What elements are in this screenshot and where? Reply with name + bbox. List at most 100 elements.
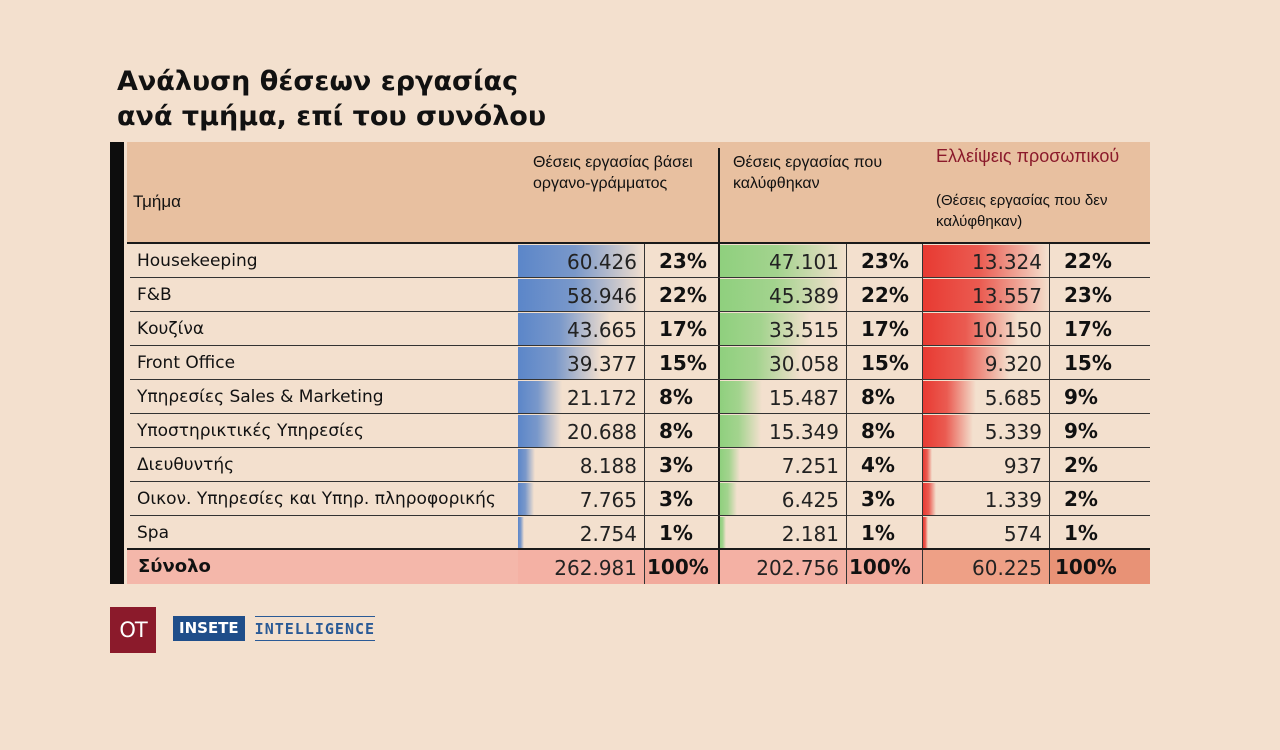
column-separator <box>718 516 720 550</box>
shortage-bar <box>923 483 936 515</box>
column-separator <box>846 278 847 312</box>
department-name: Κουζίνα <box>137 319 205 339</box>
row-separator <box>130 481 1150 482</box>
total-filled-value: 202.756 <box>756 556 839 580</box>
planned-cell: 60.426 <box>518 245 645 277</box>
column-separator <box>922 516 923 550</box>
filled-bar <box>720 517 726 549</box>
planned-bar <box>518 415 561 447</box>
planned-value: 60.426 <box>567 250 637 274</box>
column-separator <box>922 482 923 516</box>
column-separator <box>1049 312 1050 346</box>
insete-logo-block: INSETE <box>173 616 245 641</box>
column-separator <box>922 278 923 312</box>
column-separator <box>1049 414 1050 448</box>
filled-percent: 17% <box>861 317 909 341</box>
column-separator <box>846 482 847 516</box>
total-planned-percent: 100% <box>647 555 709 579</box>
table-row: Διευθυντής 8.188 3% 7.251 4% 937 2% <box>127 448 1150 482</box>
filled-bar <box>720 313 810 345</box>
table-row: Κουζίνα 43.665 17% 33.515 17% 10.150 17% <box>127 312 1150 346</box>
row-separator <box>130 311 1150 312</box>
planned-cell: 58.946 <box>518 279 645 311</box>
planned-percent: 3% <box>659 487 693 511</box>
planned-bar <box>518 483 534 515</box>
planned-value: 21.172 <box>567 386 637 410</box>
column-separator <box>922 550 923 584</box>
ot-logo: OT <box>110 607 156 653</box>
shortage-value: 5.339 <box>984 420 1042 444</box>
filled-percent: 8% <box>861 419 895 443</box>
shortage-value: 10.150 <box>972 318 1042 342</box>
filled-value: 15.349 <box>769 420 839 444</box>
filled-cell: 2.181 <box>720 517 847 549</box>
planned-percent: 15% <box>659 351 707 375</box>
column-separator <box>644 346 645 380</box>
planned-value: 43.665 <box>567 318 637 342</box>
planned-cell: 39.377 <box>518 347 645 379</box>
column-separator <box>922 380 923 414</box>
column-separator <box>644 550 645 584</box>
filled-bar <box>720 449 740 481</box>
column-separator <box>644 482 645 516</box>
total-cell-bg <box>720 550 847 584</box>
column-separator <box>846 516 847 550</box>
shortage-cell: 13.557 <box>923 279 1050 311</box>
table-row: Front Office 39.377 15% 30.058 15% 9.320 15% <box>127 346 1150 380</box>
shortage-bar <box>923 449 932 481</box>
filled-value: 30.058 <box>769 352 839 376</box>
filled-value: 45.389 <box>769 284 839 308</box>
column-separator <box>922 244 923 278</box>
column-separator <box>846 414 847 448</box>
planned-cell: 43.665 <box>518 313 645 345</box>
filled-cell: 47.101 <box>720 245 847 277</box>
chart-title: Ανάλυση θέσεων εργασίας ανά τμήμα, επί τ… <box>117 64 546 134</box>
title-line-2: ανά τμήμα, επί του συνόλου <box>117 101 547 132</box>
column-separator <box>1049 346 1050 380</box>
filled-cell: 45.389 <box>720 279 847 311</box>
shortage-cell: 9.320 <box>923 347 1050 379</box>
filled-percent: 15% <box>861 351 909 375</box>
column-separator <box>644 380 645 414</box>
planned-value: 20.688 <box>567 420 637 444</box>
planned-cell: 8.188 <box>518 449 645 481</box>
planned-percent: 8% <box>659 385 693 409</box>
column-separator <box>1049 482 1050 516</box>
planned-percent: 22% <box>659 283 707 307</box>
filled-cell: 33.515 <box>720 313 847 345</box>
row-separator <box>130 345 1150 346</box>
department-name: Υπηρεσίες Sales & Marketing <box>137 387 384 407</box>
shortage-cell: 937 <box>923 449 1050 481</box>
column-separator <box>1049 278 1050 312</box>
column-separator <box>1049 516 1050 550</box>
shortage-value: 13.324 <box>972 250 1042 274</box>
department-name: Οικον. Υπηρεσίες και Υπηρ. πληροφορικής <box>137 489 496 509</box>
shortage-bar <box>923 347 1010 379</box>
filled-cell: 15.487 <box>720 381 847 413</box>
total-row: Σύνολο 262.981 202.756 60.225 100% 100% 100% <box>127 550 1150 584</box>
table-row: Housekeeping 60.426 23% 47.101 23% 13.324 22% <box>127 244 1150 278</box>
total-cell-bg <box>1050 550 1150 584</box>
filled-bar <box>720 245 847 277</box>
column-separator <box>718 482 720 516</box>
header-shortage-subtitle: (Θέσεις εργασίας που δεν καλύφθηκαν) <box>936 192 1108 230</box>
header-divider-1 <box>718 148 720 242</box>
shortage-bar <box>923 381 976 413</box>
header-shortage-title: Ελλείψεις προσωπικού <box>936 146 1120 166</box>
column-separator <box>1049 380 1050 414</box>
shortage-cell: 10.150 <box>923 313 1050 345</box>
column-separator <box>846 346 847 380</box>
table-row: F&B 58.946 22% 45.389 22% 13.557 23% <box>127 278 1150 312</box>
table-row: Οικον. Υπηρεσίες και Υπηρ. πληροφορικής 7… <box>127 482 1150 516</box>
filled-bar <box>720 279 842 311</box>
row-separator <box>130 515 1150 516</box>
shortage-value: 574 <box>1003 522 1042 546</box>
row-separator <box>130 413 1150 414</box>
planned-bar <box>518 245 645 277</box>
table-row: Υποστηρικτικές Υπηρεσίες 20.688 8% 15.349 8%… <box>127 414 1150 448</box>
shortage-percent: 23% <box>1064 283 1112 307</box>
shortage-percent: 1% <box>1064 521 1098 545</box>
planned-value: 39.377 <box>567 352 637 376</box>
column-separator <box>846 244 847 278</box>
shortage-percent: 22% <box>1064 249 1112 273</box>
